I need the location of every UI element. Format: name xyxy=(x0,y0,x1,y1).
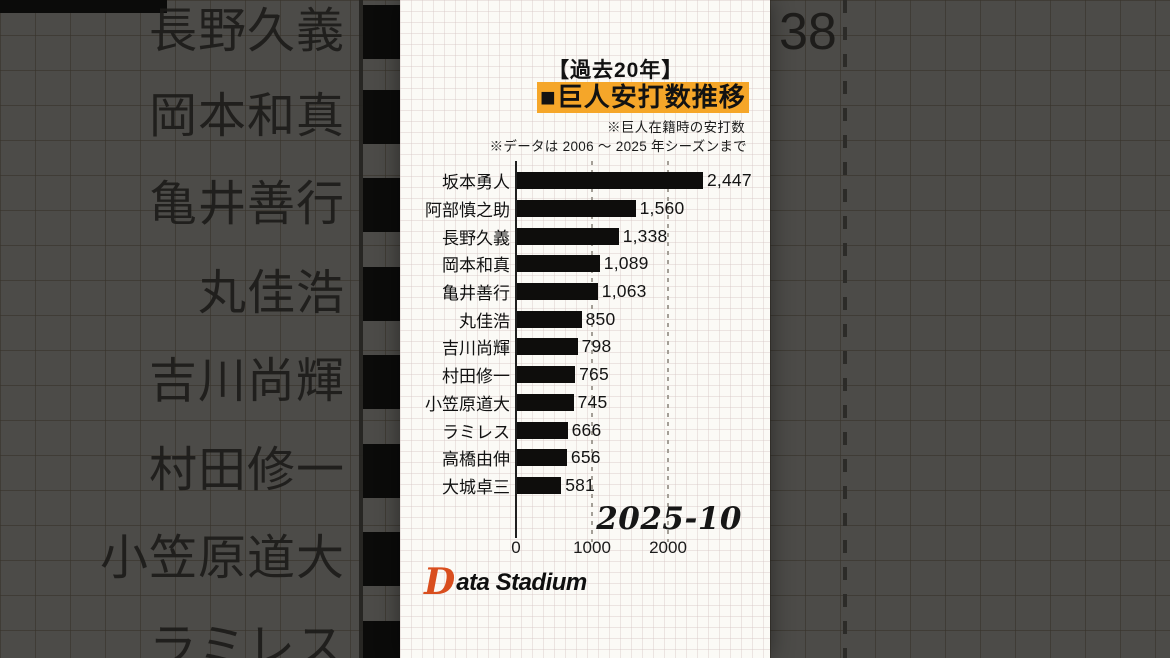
hit-value: 745 xyxy=(577,391,608,412)
era-label: 【過去20年】 xyxy=(548,59,684,82)
hit-bar xyxy=(517,366,576,384)
bar-row: 村田修一 765 xyxy=(400,361,770,389)
hit-value: 1,338 xyxy=(622,225,668,246)
bar-row: 坂本勇人 2,447 xyxy=(400,167,770,195)
hit-value: 581 xyxy=(565,474,595,495)
frame-date: 2025-10 xyxy=(596,501,742,537)
hit-bar xyxy=(517,476,562,494)
chart-note-2: ※データは 2006 〜 2025 年シーズンまで xyxy=(489,139,747,154)
bar-row: 高橋由伸 656 xyxy=(400,444,770,472)
bar-row: 大城卓三 581 xyxy=(400,472,770,500)
hit-bar xyxy=(517,172,703,190)
player-name: 阿部慎之助 xyxy=(425,201,510,221)
hit-bar xyxy=(517,200,636,218)
gridline-2000 xyxy=(667,161,669,542)
logo-text: ata Stadium xyxy=(456,569,587,596)
bar-row: 亀井善行 1,063 xyxy=(400,278,770,306)
hit-value: 656 xyxy=(570,447,601,468)
player-name: 坂本勇人 xyxy=(442,173,510,193)
bar-row: 長野久義 1,338 xyxy=(400,222,770,250)
x-tick-2000: 2000 xyxy=(649,538,687,557)
player-name: 高橋由伸 xyxy=(442,450,510,470)
bar-row: 丸佳浩 850 xyxy=(400,305,770,333)
bar-row: 阿部慎之助 1,560 xyxy=(400,195,770,223)
hit-bar xyxy=(517,338,578,356)
hit-bar xyxy=(517,283,598,301)
hit-bar xyxy=(517,449,567,467)
hit-bar xyxy=(517,310,582,328)
gridline-1000 xyxy=(591,161,593,542)
background-gridline-dashed xyxy=(843,0,847,658)
bar-row: ラミレス 666 xyxy=(400,416,770,444)
hit-value: 765 xyxy=(579,364,609,385)
hit-value: 850 xyxy=(585,308,616,329)
hit-value: 1,560 xyxy=(639,198,685,219)
data-stadium-logo: Data Stadium xyxy=(424,561,587,603)
background-player-name: 長野久義 xyxy=(148,5,345,58)
player-name: 大城卓三 xyxy=(442,477,510,497)
x-axis-ticks: 0 1000 2000 xyxy=(400,538,770,560)
background-player-name: 丸佳浩 xyxy=(197,267,345,320)
background-player-name: 小笠原道大 xyxy=(99,532,345,585)
bar-row: 吉川尚輝 798 xyxy=(400,333,770,361)
hit-bar xyxy=(517,393,574,411)
player-name: 小笠原道大 xyxy=(425,394,510,414)
player-name: 長野久義 xyxy=(442,228,510,248)
background-partial-value: 38 xyxy=(779,3,837,61)
player-name: 村田修一 xyxy=(442,367,510,387)
hit-value: 1,089 xyxy=(603,253,649,274)
background-bar-fragment xyxy=(0,0,167,13)
background-player-name: 岡本和真 xyxy=(148,90,345,143)
bar-row: 岡本和真 1,089 xyxy=(400,250,770,278)
bar-rows: 坂本勇人 2,447 阿部慎之助 1,560 長野久義 1,338 岡本和真 1,089 亀井善… xyxy=(400,167,770,499)
player-name: 吉川尚輝 xyxy=(442,339,510,359)
hit-value: 798 xyxy=(581,336,612,357)
chart-panel: 【過去20年】 ■巨人安打数推移 ※巨人在籍時の安打数 ※データは 2006 〜… xyxy=(400,0,770,658)
background-player-name: 亀井善行 xyxy=(148,178,345,231)
hit-value: 666 xyxy=(571,419,602,440)
background-axis-line xyxy=(359,0,363,658)
logo-letter-d: D xyxy=(424,561,456,603)
player-name: 丸佳浩 xyxy=(459,311,510,331)
y-axis-line xyxy=(515,161,517,538)
hit-bar xyxy=(517,421,568,439)
chart-title: ■巨人安打数推移 xyxy=(537,82,749,113)
hit-value: 2,447 xyxy=(707,170,752,191)
hit-bar xyxy=(517,227,619,245)
player-name: 亀井善行 xyxy=(442,284,510,304)
hit-bar xyxy=(517,255,600,273)
player-name: 岡本和真 xyxy=(442,256,510,276)
background-player-name: 村田修一 xyxy=(148,444,345,497)
background-player-name: ラミレス xyxy=(148,621,345,658)
background-player-name: 吉川尚輝 xyxy=(148,355,345,408)
chart-note-1: ※巨人在籍時の安打数 xyxy=(607,120,745,135)
player-name: ラミレス xyxy=(442,422,510,442)
x-tick-1000: 1000 xyxy=(573,538,611,557)
bar-row: 小笠原道大 745 xyxy=(400,389,770,417)
hit-value: 1,063 xyxy=(601,281,647,302)
x-tick-0: 0 xyxy=(511,538,521,557)
